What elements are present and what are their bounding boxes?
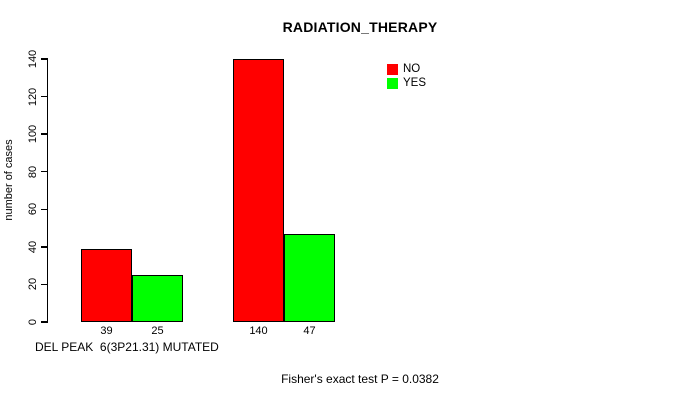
y-tick-mark bbox=[41, 133, 48, 135]
legend-item-no: NO bbox=[387, 63, 426, 75]
bar-yes-group2 bbox=[284, 233, 335, 322]
x-axis-label: DEL PEAK 6(3P21.31) MUTATED bbox=[35, 340, 219, 354]
y-tick-label: 40 bbox=[27, 240, 39, 253]
y-tick-label: 140 bbox=[27, 49, 39, 69]
legend: NO YES bbox=[387, 63, 426, 91]
chart-title: RADIATION_THERAPY bbox=[282, 19, 438, 35]
bar-value-label: 39 bbox=[100, 325, 113, 337]
y-tick-mark bbox=[41, 170, 48, 173]
legend-swatch-icon bbox=[387, 77, 398, 89]
bar-yes-group1 bbox=[132, 275, 183, 322]
legend-swatch-icon bbox=[387, 63, 398, 75]
bar-value-label: 140 bbox=[249, 325, 268, 337]
y-tick-mark bbox=[41, 58, 48, 60]
legend-label: YES bbox=[403, 77, 427, 89]
y-axis-label: number of cases bbox=[3, 139, 15, 221]
y-tick-label: 120 bbox=[27, 87, 39, 106]
y-tick-mark bbox=[41, 208, 48, 211]
y-tick-mark bbox=[41, 246, 48, 248]
y-tick-label: 100 bbox=[27, 124, 39, 144]
legend-item-yes: YES bbox=[387, 77, 426, 89]
y-tick-label: 80 bbox=[27, 165, 39, 178]
bar-no-group1 bbox=[81, 248, 132, 322]
y-tick-mark bbox=[41, 283, 48, 286]
bar-no-group2 bbox=[233, 59, 284, 322]
y-axis-line bbox=[46, 58, 48, 323]
bar-value-label: 25 bbox=[151, 325, 164, 337]
y-tick-mark bbox=[41, 321, 48, 323]
y-tick-label: 20 bbox=[27, 278, 39, 291]
bar-value-label: 47 bbox=[303, 325, 316, 337]
y-tick-label: 60 bbox=[27, 203, 39, 216]
y-tick-label: 0 bbox=[27, 318, 39, 326]
y-tick-mark bbox=[41, 95, 48, 98]
annotation-text: Fisher's exact test P = 0.0382 bbox=[281, 372, 439, 386]
legend-label: NO bbox=[403, 63, 421, 75]
